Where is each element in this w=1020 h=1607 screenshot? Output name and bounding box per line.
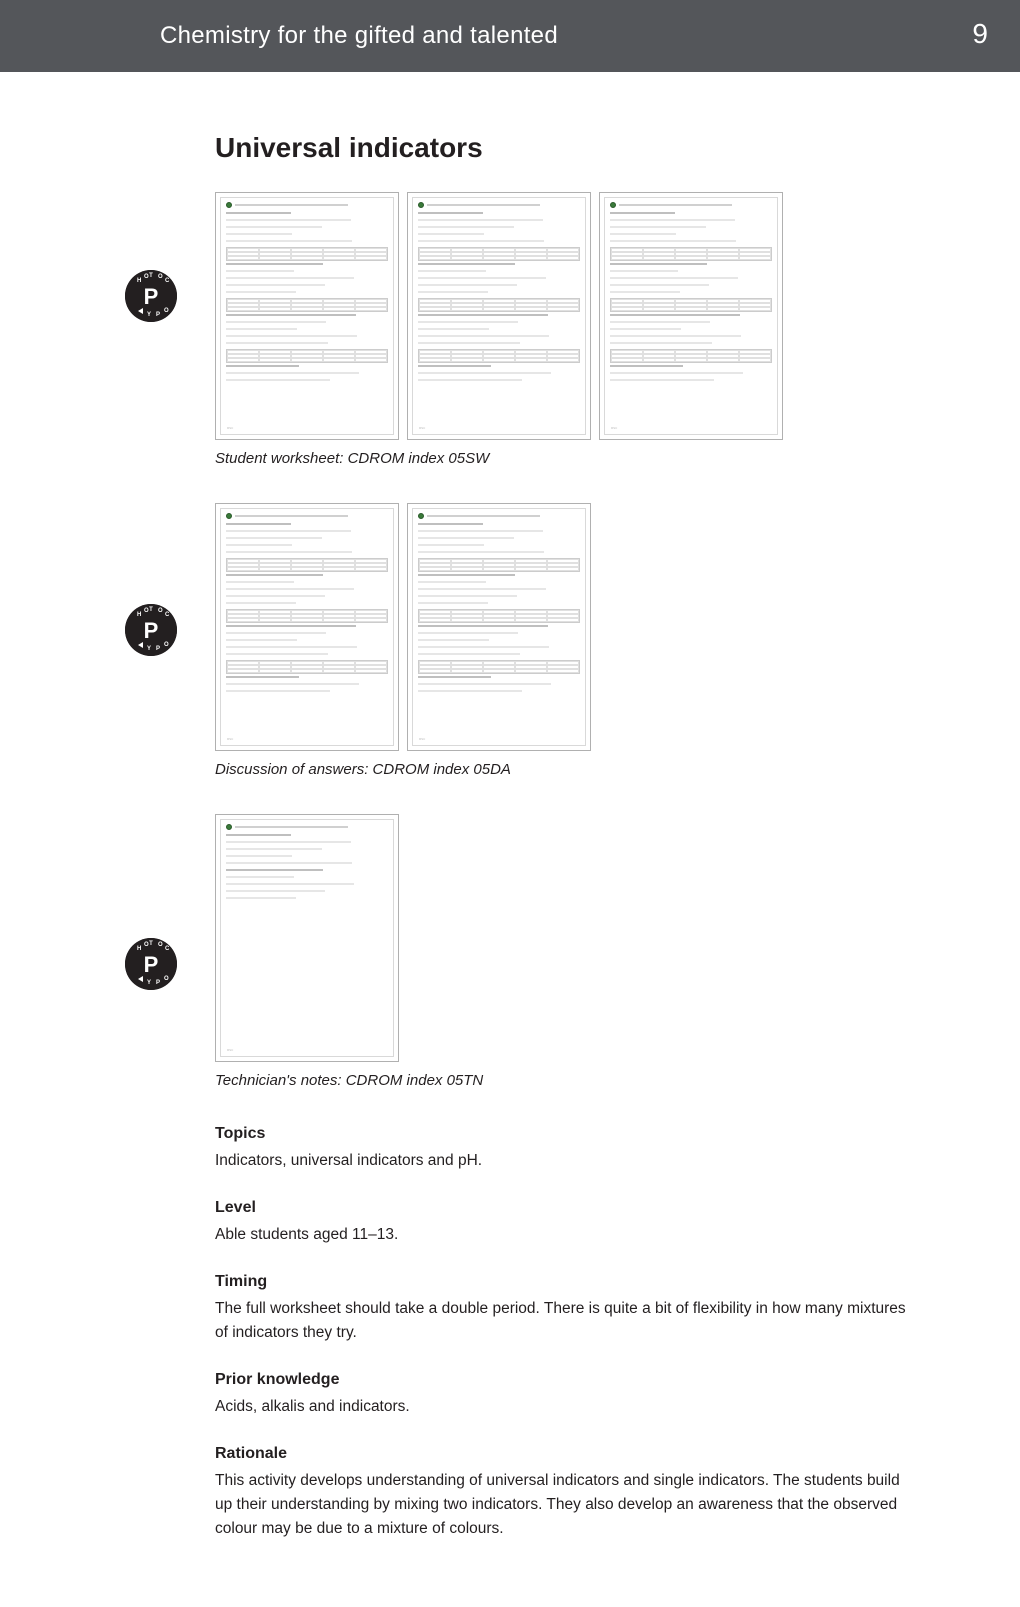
svg-text:T: T: [149, 941, 153, 947]
worksheet-thumbnail: RSC: [215, 192, 399, 440]
svg-text:T: T: [149, 273, 153, 279]
svg-text:O: O: [164, 642, 169, 648]
svg-text:O: O: [164, 308, 169, 314]
thumb-row-tn: RSC: [215, 814, 920, 1062]
svg-text:Y: Y: [147, 980, 151, 986]
svg-text:H: H: [137, 612, 141, 618]
body-text-region: Topics Indicators, universal indicators a…: [215, 1125, 920, 1541]
main-heading: Universal indicators: [215, 132, 920, 164]
svg-text:H: H: [137, 278, 141, 284]
body-subheading: Level: [215, 1199, 920, 1217]
svg-text:O: O: [164, 976, 169, 982]
section-student-worksheet: P HOT OC OPY RSCRSCRSC Student worksheet…: [215, 192, 920, 467]
caption-tn: Technician's notes: CDROM index 05TN: [215, 1072, 920, 1089]
svg-text:P: P: [156, 980, 160, 986]
svg-text:C: C: [165, 278, 170, 284]
body-block: Rationale This activity develops understa…: [215, 1445, 920, 1541]
svg-text:T: T: [149, 607, 153, 613]
worksheet-thumbnail: RSC: [599, 192, 783, 440]
svg-text:H: H: [137, 946, 141, 952]
page-number: 9: [972, 18, 988, 50]
worksheet-thumbnail: RSC: [407, 192, 591, 440]
body-paragraph: The full worksheet should take a double …: [215, 1297, 920, 1345]
caption-sw: Student worksheet: CDROM index 05SW: [215, 450, 920, 467]
body-block: Prior knowledge Acids, alkalis and indica…: [215, 1371, 920, 1419]
header-title: Chemistry for the gifted and talented: [160, 22, 558, 50]
thumb-row-sw: RSCRSCRSC: [215, 192, 920, 440]
body-paragraph: Indicators, universal indicators and pH.: [215, 1149, 920, 1173]
svg-text:P: P: [156, 646, 160, 652]
svg-text:Y: Y: [147, 312, 151, 318]
body-paragraph: Acids, alkalis and indicators.: [215, 1395, 920, 1419]
photocopy-icon: P HOT OC OPY: [125, 270, 177, 322]
body-paragraph: Able students aged 11–13.: [215, 1223, 920, 1247]
page-content: Universal indicators P HOT OC OPY: [0, 72, 1020, 1607]
page-header: Chemistry for the gifted and talented 9: [0, 0, 1020, 72]
svg-text:P: P: [144, 618, 159, 643]
caption-da: Discussion of answers: CDROM index 05DA: [215, 761, 920, 778]
body-block: Level Able students aged 11–13.: [215, 1199, 920, 1247]
body-subheading: Topics: [215, 1125, 920, 1143]
svg-text:C: C: [165, 946, 170, 952]
svg-text:P: P: [144, 952, 159, 977]
svg-text:C: C: [165, 612, 170, 618]
body-block: Topics Indicators, universal indicators a…: [215, 1125, 920, 1173]
body-subheading: Prior knowledge: [215, 1371, 920, 1389]
svg-text:O: O: [158, 608, 163, 614]
worksheet-thumbnail: RSC: [215, 814, 399, 1062]
photocopy-icon: P HOT OC OPY: [125, 604, 177, 656]
body-block: Timing The full worksheet should take a d…: [215, 1273, 920, 1345]
svg-text:O: O: [158, 274, 163, 280]
svg-text:P: P: [144, 284, 159, 309]
section-technician-notes: P HOT OC OPY RSC Technician's notes: CDR…: [215, 814, 920, 1089]
worksheet-thumbnail: RSC: [407, 503, 591, 751]
body-paragraph: This activity develops understanding of …: [215, 1469, 920, 1541]
svg-text:P: P: [156, 312, 160, 318]
svg-text:O: O: [158, 942, 163, 948]
svg-text:Y: Y: [147, 646, 151, 652]
worksheet-thumbnail: RSC: [215, 503, 399, 751]
body-subheading: Rationale: [215, 1445, 920, 1463]
body-subheading: Timing: [215, 1273, 920, 1291]
thumb-row-da: RSCRSC: [215, 503, 920, 751]
section-discussion-answers: P HOT OC OPY RSCRSC Discussion of answer…: [215, 503, 920, 778]
photocopy-icon: P HOT OC OPY: [125, 938, 177, 990]
